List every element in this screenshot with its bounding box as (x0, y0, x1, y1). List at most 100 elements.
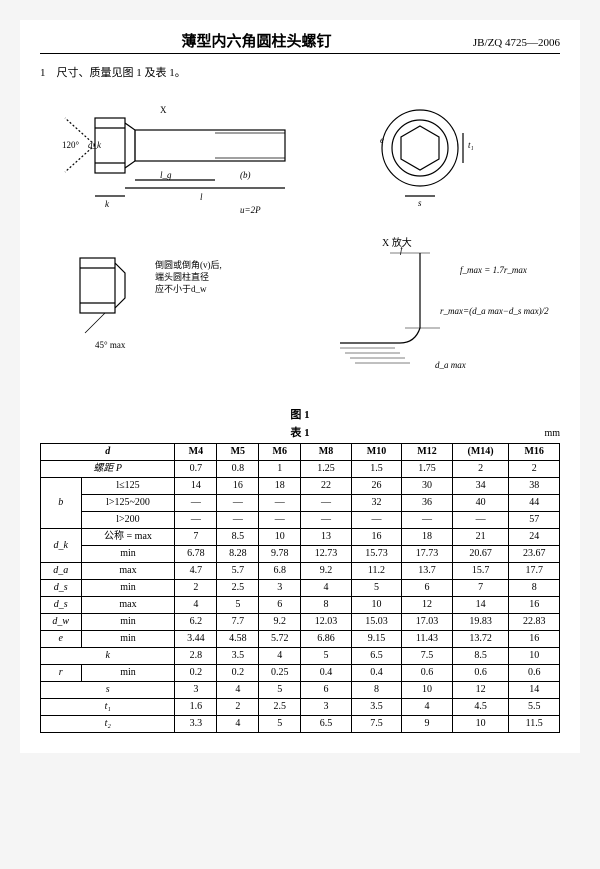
col-M12: M12 (402, 444, 453, 461)
table-cell: 5 (301, 648, 352, 665)
table-cell: — (175, 495, 217, 512)
row-header: t₂ (41, 716, 175, 733)
svg-text:l: l (200, 192, 203, 202)
table-cell: 9 (402, 716, 453, 733)
table-cell: 16 (217, 478, 259, 495)
row-subheader: min (81, 546, 175, 563)
table-cell: 15.03 (351, 614, 402, 631)
table-row: emin3.444.585.726.869.1511.4313.7216 (41, 631, 560, 648)
svg-text:应不小于d_w: 应不小于d_w (155, 283, 207, 294)
table-cell: 10 (402, 682, 453, 699)
row-header: k (41, 648, 175, 665)
table-cell: 7 (175, 529, 217, 546)
table-cell: 22.83 (509, 614, 560, 631)
table-row: d_amax4.75.76.89.211.213.715.717.7 (41, 563, 560, 580)
row-subheader: min (81, 580, 175, 597)
row-group-header: d_k (41, 529, 82, 563)
formula1: f_max = 1.7r_max (460, 265, 527, 275)
table-cell: 18 (402, 529, 453, 546)
table-cell: 16 (509, 597, 560, 614)
row-subheader: 公称 = max (81, 529, 175, 546)
table-row: t₂3.3456.57.591011.5 (41, 716, 560, 733)
table-row: s34568101214 (41, 682, 560, 699)
table-cell: 6.86 (301, 631, 352, 648)
table-cell: 20.67 (452, 546, 509, 563)
table-cell: 3 (175, 682, 217, 699)
table-cell: 0.6 (452, 665, 509, 682)
table-cell: 4.5 (452, 699, 509, 716)
header: 薄型内六角圆柱头螺钉 JB/ZQ 4725—2006 (40, 30, 560, 54)
table-cell: 2.5 (217, 580, 259, 597)
table-cell: 57 (509, 512, 560, 529)
svg-text:d_k: d_k (88, 140, 102, 150)
table-cell: 4.58 (217, 631, 259, 648)
col-M16: M16 (509, 444, 560, 461)
col-M4: M4 (175, 444, 217, 461)
table-cell: — (175, 512, 217, 529)
table-cell: 8 (351, 682, 402, 699)
table-cell: — (301, 495, 352, 512)
table-cell: 6 (402, 580, 453, 597)
table-cell: 4 (402, 699, 453, 716)
row-subheader: min (81, 665, 175, 682)
table-cell: 5 (259, 682, 301, 699)
figure-caption: 图 1 (40, 406, 560, 422)
table-cell: 34 (452, 478, 509, 495)
table-cell: 8.28 (217, 546, 259, 563)
table-cell: 7.5 (402, 648, 453, 665)
table-cell: 18 (259, 478, 301, 495)
row-subheader: l≤125 (81, 478, 175, 495)
table-cell: 6.8 (259, 563, 301, 580)
table-cell: 8 (301, 597, 352, 614)
table-cell: 38 (509, 478, 560, 495)
table-cell: 8.5 (217, 529, 259, 546)
table-cell: 7 (452, 580, 509, 597)
table-cell: 2.8 (175, 648, 217, 665)
table-cell: 12.03 (301, 614, 352, 631)
svg-text:e: e (380, 135, 384, 145)
table-cell: 5.5 (509, 699, 560, 716)
row-group-header: d_w (41, 614, 82, 631)
table-cell: 0.8 (217, 461, 259, 478)
table-cell: 6.5 (301, 716, 352, 733)
table-cell: 10 (509, 648, 560, 665)
svg-text:s: s (418, 198, 422, 208)
row-group-header: d_s (41, 580, 82, 597)
table-cell: — (351, 512, 402, 529)
table-cell: — (259, 512, 301, 529)
table-cell: 12.73 (301, 546, 352, 563)
table-cell: 0.7 (175, 461, 217, 478)
table-cell: — (301, 512, 352, 529)
table-row: d_k公称 = max78.5101316182124 (41, 529, 560, 546)
table-cell: 10 (259, 529, 301, 546)
table-cell: 10 (351, 597, 402, 614)
table-cell: 1.5 (351, 461, 402, 478)
table-cell: 14 (452, 597, 509, 614)
svg-text:(b): (b) (240, 170, 251, 180)
svg-text:l_g: l_g (160, 170, 172, 180)
table-cell: 7.5 (351, 716, 402, 733)
row-group-header: d_a (41, 563, 82, 580)
table-cell: 9.15 (351, 631, 402, 648)
table-cell: 0.6 (509, 665, 560, 682)
table-cell: 1.75 (402, 461, 453, 478)
col-M6: M6 (259, 444, 301, 461)
table-cell: 2 (452, 461, 509, 478)
svg-text:45° max: 45° max (95, 340, 126, 350)
row-group-header: b (41, 478, 82, 529)
table-cell: 32 (351, 495, 402, 512)
formula2: r_max=(d_a max−d_s max)/2 (440, 306, 549, 316)
row-subheader: max (81, 597, 175, 614)
table-cell: 3 (301, 699, 352, 716)
table-cell: 5.72 (259, 631, 301, 648)
table-cell: 12 (452, 682, 509, 699)
table-cell: 3.5 (217, 648, 259, 665)
table-cell: 11.2 (351, 563, 402, 580)
row-subheader: max (81, 563, 175, 580)
table-cell: 30 (402, 478, 453, 495)
diagram-svg: 120° X l_g (b) l k u=2P d_k t₁ s e (40, 88, 560, 398)
table-cell: 13 (301, 529, 352, 546)
table-cell: 12 (402, 597, 453, 614)
row-group-header: d_s (41, 597, 82, 614)
table-cell: — (402, 512, 453, 529)
